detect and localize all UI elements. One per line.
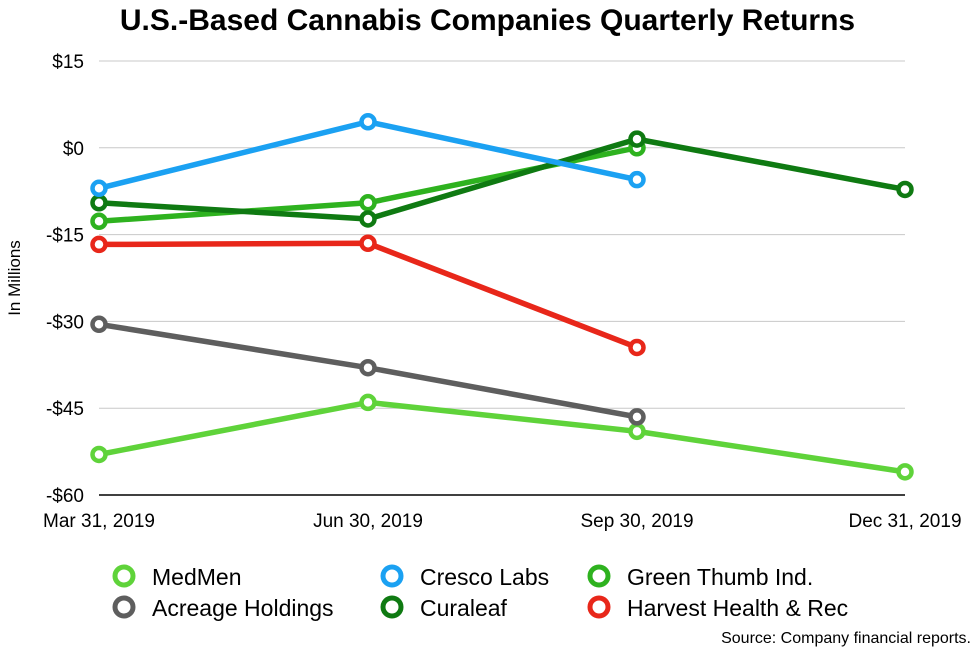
legend-label: Cresco Labs xyxy=(420,564,549,590)
series-line xyxy=(96,119,640,192)
legend-label: Harvest Health & Rec xyxy=(627,595,848,621)
data-point xyxy=(359,210,377,228)
series-line xyxy=(96,240,640,351)
data-point xyxy=(90,235,108,254)
data-point xyxy=(359,113,377,131)
data-point xyxy=(90,179,108,198)
x-axis-tick-labels: Mar 31, 2019 Jun 30, 2019 Sep 30, 2019 Dec … xyxy=(43,511,962,532)
data-point xyxy=(90,315,108,334)
data-point xyxy=(90,445,108,464)
data-point xyxy=(628,338,646,357)
data-point xyxy=(628,130,646,148)
data-point xyxy=(359,234,377,253)
data-point xyxy=(628,408,646,426)
y-tick-label: -$15 xyxy=(46,226,84,247)
data-point xyxy=(359,393,377,412)
x-tick-label: Jun 30, 2019 xyxy=(313,511,423,532)
legend-item: Curaleaf xyxy=(380,595,508,621)
data-point xyxy=(359,358,377,377)
y-tick-label: -$45 xyxy=(46,399,84,420)
legend-item: Green Thumb Ind. xyxy=(587,564,813,590)
series-medmen xyxy=(90,393,914,481)
data-point xyxy=(896,463,914,481)
series-line xyxy=(96,399,908,475)
legend: MedMen Cresco Labs Green Thumb Ind. Acreage… xyxy=(112,564,848,621)
legend-label: Green Thumb Ind. xyxy=(627,564,813,590)
chart-title: U.S.-Based Cannabis Companies Quarterly … xyxy=(119,4,856,37)
legend-marker xyxy=(380,564,404,588)
x-tick-label: Dec 31, 2019 xyxy=(848,511,961,532)
legend-marker xyxy=(380,595,404,619)
legend-marker xyxy=(587,595,611,619)
legend-item: Harvest Health & Rec xyxy=(587,595,848,621)
data-point xyxy=(896,180,914,199)
y-tick-label: $15 xyxy=(52,52,84,73)
data-point xyxy=(628,170,646,189)
y-axis-tick-labels: $15 $0 -$15 -$30 -$45 -$60 xyxy=(46,52,84,507)
y-axis-label: In Millions xyxy=(5,240,24,316)
source-note: Source: Company financial reports. xyxy=(721,630,971,647)
legend-item: Cresco Labs xyxy=(380,564,549,590)
y-tick-label: -$60 xyxy=(46,486,84,507)
data-point xyxy=(90,212,108,231)
series-curaleaf xyxy=(90,130,914,228)
legend-marker xyxy=(112,564,136,588)
series-acreage-holdings xyxy=(90,315,646,426)
legend-marker xyxy=(587,564,611,588)
x-tick-label: Sep 30, 2019 xyxy=(580,511,693,532)
legend-label: Curaleaf xyxy=(420,595,508,621)
legend-item: Acreage Holdings xyxy=(112,595,334,621)
series-cresco-labs xyxy=(90,113,646,198)
legend-marker xyxy=(112,595,136,619)
data-point xyxy=(359,194,377,212)
y-tick-label: -$30 xyxy=(46,312,84,333)
series-line xyxy=(96,136,908,222)
legend-item: MedMen xyxy=(112,564,241,590)
legend-label: Acreage Holdings xyxy=(152,595,334,621)
series-harvest-health-rec xyxy=(90,234,646,357)
legend-label: MedMen xyxy=(152,564,241,590)
y-tick-label: $0 xyxy=(63,139,84,160)
data-point xyxy=(90,194,108,212)
x-tick-label: Mar 31, 2019 xyxy=(43,511,155,532)
data-point xyxy=(628,422,646,441)
series-lines xyxy=(90,113,914,481)
